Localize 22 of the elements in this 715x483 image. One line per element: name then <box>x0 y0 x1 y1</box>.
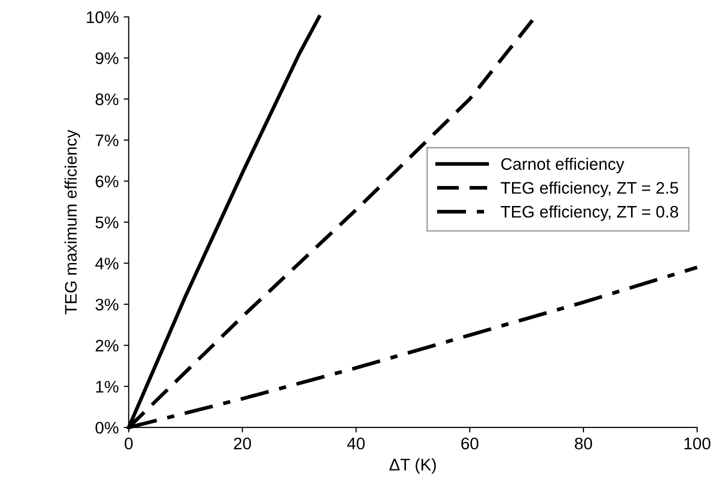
x-tick-label: 20 <box>234 438 252 450</box>
legend-label: TEG efficiency, ZT = 0.8 <box>500 205 678 221</box>
y-tick-label: 6% <box>96 176 118 188</box>
y-tick-label: 2% <box>96 340 118 352</box>
x-tick-label: 100 <box>684 438 710 450</box>
y-tick-label: 9% <box>96 52 118 64</box>
y-tick-label: 3% <box>96 298 118 310</box>
y-tick-label: 4% <box>95 258 118 270</box>
y-axis-title: TEG maximum efficiency <box>64 130 80 314</box>
y-tick-label: 7% <box>96 134 118 146</box>
x-axis-title: ΔT (K) <box>389 458 436 474</box>
x-tick-label: 60 <box>461 438 478 450</box>
y-tick-label: 1% <box>96 380 118 393</box>
y-tick-label: 8% <box>96 93 118 106</box>
y-tick-label: 10% <box>86 11 118 24</box>
legend-label: Carnot efficiency <box>501 158 624 174</box>
x-tick-label: 40 <box>347 438 365 450</box>
x-tick-label: 80 <box>574 438 592 450</box>
x-tick-label: 0 <box>124 438 133 450</box>
y-tick-label: 0% <box>96 422 118 434</box>
y-tick-label: 5% <box>96 216 118 228</box>
legend-label: TEG efficiency, ZT = 2.5 <box>500 182 678 198</box>
